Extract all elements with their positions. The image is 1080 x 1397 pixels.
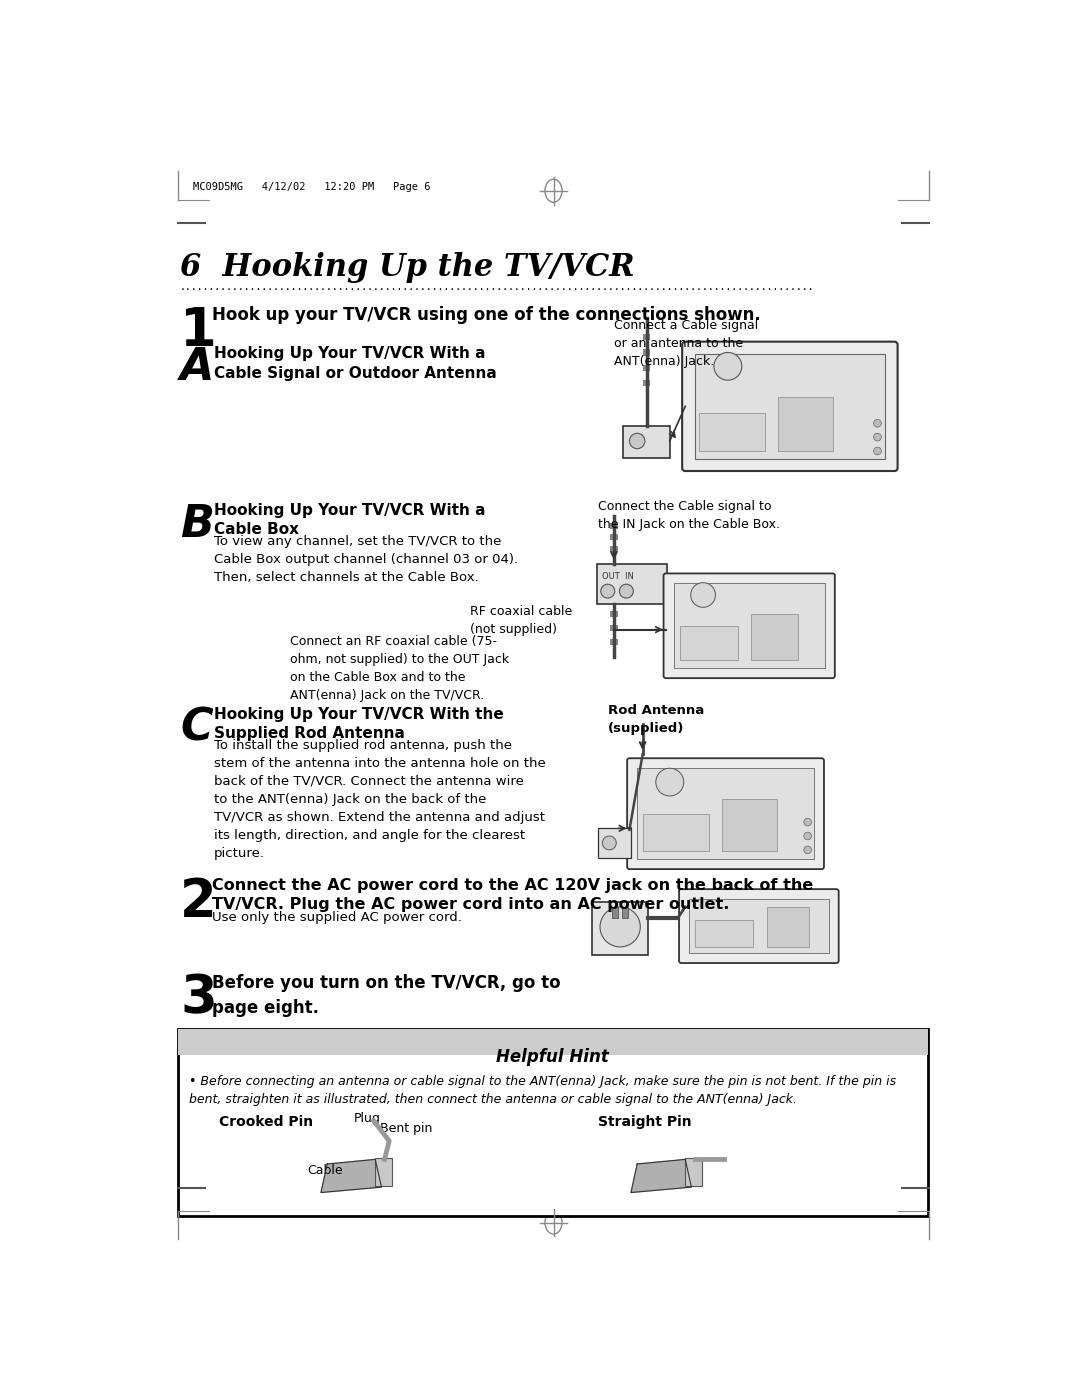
Text: 6  Hooking Up the TV/VCR: 6 Hooking Up the TV/VCR <box>180 253 635 284</box>
Text: Bent pin: Bent pin <box>380 1122 432 1136</box>
Circle shape <box>714 352 742 380</box>
Text: C: C <box>180 707 213 750</box>
Circle shape <box>603 835 617 849</box>
Bar <box>767 907 809 947</box>
Bar <box>644 814 710 851</box>
FancyBboxPatch shape <box>627 759 824 869</box>
Bar <box>685 1158 702 1186</box>
Text: To view any channel, set the TV/VCR to the
Cable Box output channel (channel 03 : To view any channel, set the TV/VCR to t… <box>214 535 518 584</box>
Text: Hook up your TV/VCR using one of the connections shown.: Hook up your TV/VCR using one of the con… <box>213 306 761 324</box>
Text: 1: 1 <box>180 305 217 356</box>
FancyBboxPatch shape <box>683 342 897 471</box>
Text: To install the supplied rod antenna, push the
stem of the antenna into the anten: To install the supplied rod antenna, pus… <box>214 739 545 861</box>
Circle shape <box>874 447 881 455</box>
Bar <box>177 1028 928 1055</box>
Circle shape <box>874 433 881 441</box>
Bar <box>779 397 833 451</box>
Bar <box>679 626 738 661</box>
Polygon shape <box>321 1160 381 1193</box>
Bar <box>610 610 618 617</box>
Text: Plug: Plug <box>353 1112 380 1125</box>
Bar <box>643 365 650 372</box>
Text: RF coaxial cable
(not supplied): RF coaxial cable (not supplied) <box>470 605 572 636</box>
Circle shape <box>804 833 811 840</box>
FancyBboxPatch shape <box>663 573 835 678</box>
Bar <box>689 900 828 953</box>
Text: Hooking Up Your TV/VCR With the
Supplied Rod Antenna: Hooking Up Your TV/VCR With the Supplied… <box>214 707 503 742</box>
Bar <box>610 624 618 631</box>
Text: Hooking Up Your TV/VCR With a
Cable Box: Hooking Up Your TV/VCR With a Cable Box <box>214 503 486 538</box>
Bar <box>592 902 648 954</box>
Bar <box>699 412 765 451</box>
Bar <box>696 921 754 947</box>
Text: Connect the AC power cord to the AC 120V jack on the back of the
TV/VCR. Plug th: Connect the AC power cord to the AC 120V… <box>213 877 813 912</box>
Bar <box>643 334 650 339</box>
Polygon shape <box>631 1160 691 1193</box>
Text: Crooked Pin: Crooked Pin <box>218 1115 313 1129</box>
Text: • Before connecting an antenna or cable signal to the ANT(enna) Jack, make sure : • Before connecting an antenna or cable … <box>189 1074 896 1105</box>
Text: Before you turn on the TV/VCR, go to
page eight.: Before you turn on the TV/VCR, go to pag… <box>213 974 562 1017</box>
FancyBboxPatch shape <box>679 888 839 963</box>
Circle shape <box>619 584 633 598</box>
Text: Use only the supplied AC power cord.: Use only the supplied AC power cord. <box>213 911 462 925</box>
Text: ................................................................................: ........................................… <box>180 282 814 292</box>
Bar <box>622 907 627 918</box>
Circle shape <box>804 819 811 826</box>
Text: 3: 3 <box>180 972 217 1024</box>
Bar <box>674 584 825 668</box>
Bar <box>610 534 618 541</box>
Bar <box>375 1158 392 1186</box>
Bar <box>610 638 618 645</box>
Text: Hooking Up Your TV/VCR With a
Cable Signal or Outdoor Antenna: Hooking Up Your TV/VCR With a Cable Sign… <box>214 346 497 381</box>
Circle shape <box>600 584 615 598</box>
Circle shape <box>691 583 715 608</box>
Text: B: B <box>180 503 214 546</box>
Text: Connect a Cable signal
or an antenna to the
ANT(enna) Jack.: Connect a Cable signal or an antenna to … <box>613 320 758 369</box>
Text: Cable: Cable <box>307 1164 342 1178</box>
Bar <box>612 907 618 918</box>
Bar <box>598 828 631 858</box>
Circle shape <box>656 768 684 796</box>
Circle shape <box>630 433 645 448</box>
Text: Rod Antenna
(supplied): Rod Antenna (supplied) <box>608 704 704 735</box>
Text: OUT  IN: OUT IN <box>602 571 634 581</box>
Bar <box>694 353 886 458</box>
Circle shape <box>600 907 640 947</box>
Text: MC09D5MG   4/12/02   12:20 PM   Page 6: MC09D5MG 4/12/02 12:20 PM Page 6 <box>193 182 431 191</box>
Text: 2: 2 <box>180 876 217 928</box>
Bar <box>597 564 666 605</box>
Text: Helpful Hint: Helpful Hint <box>497 1048 609 1066</box>
Bar <box>623 426 670 458</box>
Bar <box>637 768 814 859</box>
Circle shape <box>804 847 811 854</box>
Text: Connect an RF coaxial cable (75-
ohm, not supplied) to the OUT Jack
on the Cable: Connect an RF coaxial cable (75- ohm, no… <box>291 636 509 703</box>
Text: Connect the Cable signal to
the IN Jack on the Cable Box.: Connect the Cable signal to the IN Jack … <box>598 500 781 531</box>
Bar <box>751 615 798 661</box>
Text: A: A <box>180 346 215 390</box>
Circle shape <box>874 419 881 427</box>
Bar <box>177 1028 928 1217</box>
Bar <box>723 799 777 851</box>
Bar <box>610 522 618 529</box>
Bar <box>610 546 618 552</box>
Bar <box>643 380 650 387</box>
Text: Straight Pin: Straight Pin <box>598 1115 692 1129</box>
Bar <box>643 349 650 355</box>
